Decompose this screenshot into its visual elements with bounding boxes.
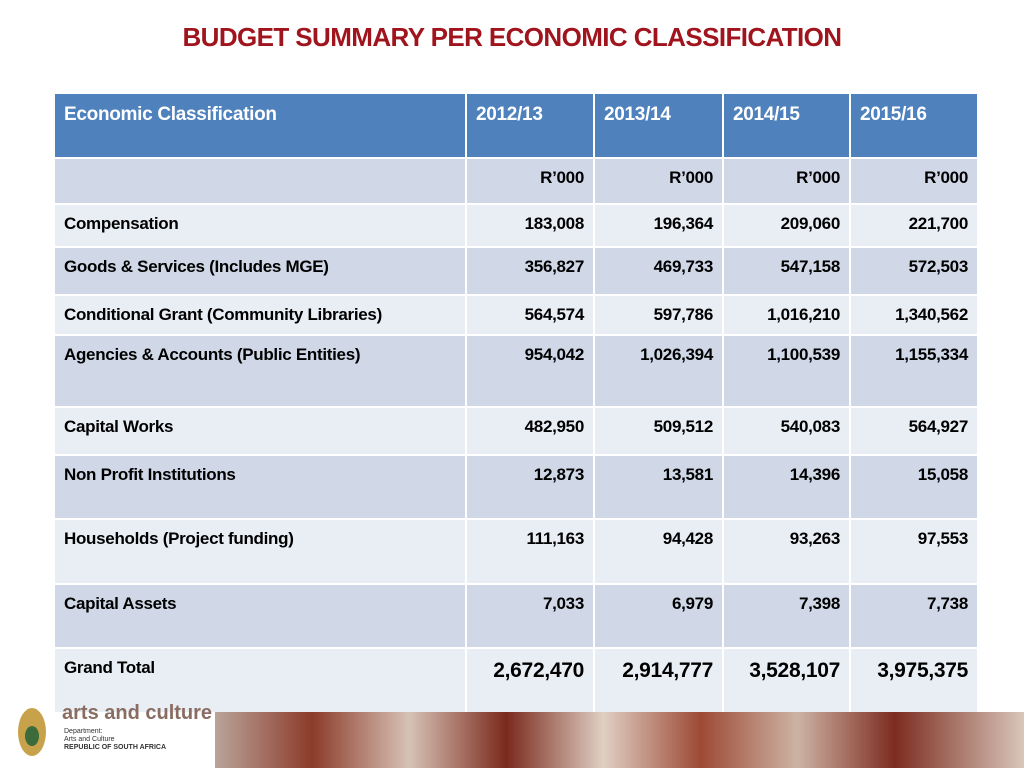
- row-label: Agencies & Accounts (Public Entities): [53, 334, 467, 408]
- value-cell: 509,512: [593, 406, 724, 456]
- row-label: Goods & Services (Includes MGE): [53, 246, 467, 296]
- value-cell: 3,975,375: [849, 647, 979, 714]
- value-cell: 12,873: [465, 454, 595, 520]
- value-cell: 13,581: [593, 454, 724, 520]
- row-label: Grand Total: [53, 647, 467, 714]
- value-cell: 1,155,334: [849, 334, 979, 408]
- value-cell: 111,163: [465, 518, 595, 585]
- row-label: Compensation: [53, 203, 467, 248]
- value-cell: 572,503: [849, 246, 979, 296]
- row-label: Non Profit Institutions: [53, 454, 467, 520]
- value-cell: 954,042: [465, 334, 595, 408]
- value-cell: 1,340,562: [849, 294, 979, 336]
- value-cell: 14,396: [722, 454, 851, 520]
- table-row: Capital Works 482,950 509,512 540,083 564,92…: [53, 406, 979, 456]
- footer-image-strip: [215, 712, 1024, 768]
- value-cell: 2,672,470: [465, 647, 595, 714]
- row-label: Conditional Grant (Community Libraries): [53, 294, 467, 336]
- value-cell: 196,364: [593, 203, 724, 248]
- country: REPUBLIC OF SOUTH AFRICA: [64, 744, 167, 751]
- slide-title: BUDGET SUMMARY PER ECONOMIC CLASSIFICATI…: [182, 22, 842, 52]
- value-cell: 15,058: [849, 454, 979, 520]
- value-cell: 564,927: [849, 406, 979, 456]
- budget-table: Economic Classification 2012/13 2013/14 201…: [53, 92, 979, 714]
- value-cell: 2,914,777: [593, 647, 724, 714]
- row-label: Capital Assets: [53, 583, 467, 649]
- table-row: Agencies & Accounts (Public Entities) 954…: [53, 334, 979, 408]
- value-cell: 97,553: [849, 518, 979, 585]
- value-cell: 356,827: [465, 246, 595, 296]
- unit-cell: R’000: [465, 157, 595, 205]
- coat-of-arms: [18, 708, 46, 756]
- value-cell: 469,733: [593, 246, 724, 296]
- header-cell: Economic Classification: [53, 92, 467, 159]
- unit-cell: R’000: [593, 157, 724, 205]
- header-cell: 2013/14: [593, 92, 724, 159]
- table-row: Households (Project funding) 111,163 94,42…: [53, 518, 979, 585]
- value-cell: 482,950: [465, 406, 595, 456]
- row-label: Households (Project funding): [53, 518, 467, 585]
- unit-cell: R’000: [722, 157, 851, 205]
- value-cell: 7,033: [465, 583, 595, 649]
- value-cell: 183,008: [465, 203, 595, 248]
- value-cell: 3,528,107: [722, 647, 851, 714]
- table-row: Capital Assets 7,033 6,979 7,398 7,738: [53, 583, 979, 649]
- table-row: R’000 R’000 R’000 R’000: [53, 157, 979, 205]
- value-cell: 7,738: [849, 583, 979, 649]
- table-row: Compensation 183,008 196,364 209,060 221,700: [53, 203, 979, 248]
- table-row: Economic Classification 2012/13 2013/14 201…: [53, 92, 979, 159]
- table-row: Conditional Grant (Community Libraries) 5…: [53, 294, 979, 336]
- header-cell: 2014/15: [722, 92, 851, 159]
- brand-name: arts and culture: [62, 702, 213, 724]
- table-row: Goods & Services (Includes MGE) 356,827 46…: [53, 246, 979, 296]
- value-cell: 221,700: [849, 203, 979, 248]
- value-cell: 1,100,539: [722, 334, 851, 408]
- value-cell: 547,158: [722, 246, 851, 296]
- table-row: Non Profit Institutions 12,873 13,581 14,39…: [53, 454, 979, 520]
- header-cell: 2015/16: [849, 92, 979, 159]
- header-cell: 2012/13: [465, 92, 595, 159]
- value-cell: 564,574: [465, 294, 595, 336]
- value-cell: 93,263: [722, 518, 851, 585]
- unit-cell: R’000: [849, 157, 979, 205]
- value-cell: 1,016,210: [722, 294, 851, 336]
- row-label: Capital Works: [53, 406, 467, 456]
- table-row: Grand Total 2,672,470 2,914,777 3,528,107 3,…: [53, 647, 979, 714]
- value-cell: 94,428: [593, 518, 724, 585]
- dept-name: Arts and Culture: [64, 736, 115, 743]
- empty-cell: [53, 157, 467, 205]
- value-cell: 209,060: [722, 203, 851, 248]
- value-cell: 6,979: [593, 583, 724, 649]
- value-cell: 597,786: [593, 294, 724, 336]
- value-cell: 1,026,394: [593, 334, 724, 408]
- value-cell: 540,083: [722, 406, 851, 456]
- value-cell: 7,398: [722, 583, 851, 649]
- dept-label: Department:: [64, 728, 103, 735]
- emblem-shield: [25, 726, 39, 746]
